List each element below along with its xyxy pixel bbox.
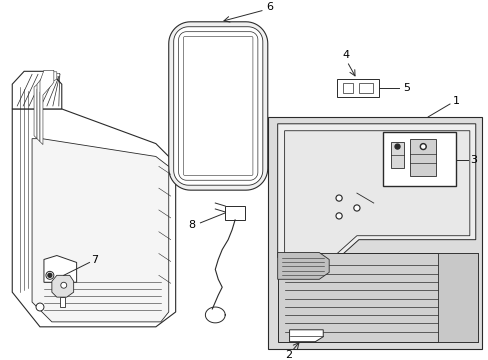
Polygon shape xyxy=(40,70,54,145)
Text: 8: 8 xyxy=(188,220,195,230)
Polygon shape xyxy=(390,141,404,168)
Polygon shape xyxy=(168,22,267,190)
Circle shape xyxy=(419,144,426,149)
Polygon shape xyxy=(32,139,168,322)
Polygon shape xyxy=(60,297,64,307)
Polygon shape xyxy=(52,275,74,297)
Text: 5: 5 xyxy=(402,83,409,93)
Circle shape xyxy=(335,195,341,201)
Polygon shape xyxy=(284,131,469,253)
Polygon shape xyxy=(358,83,372,93)
Circle shape xyxy=(335,213,341,219)
Circle shape xyxy=(46,271,54,279)
Polygon shape xyxy=(44,256,77,282)
Circle shape xyxy=(421,145,424,148)
Polygon shape xyxy=(34,73,60,139)
Text: 4: 4 xyxy=(342,50,349,60)
Circle shape xyxy=(354,206,358,210)
Circle shape xyxy=(337,214,340,218)
Polygon shape xyxy=(173,27,262,185)
Text: 7: 7 xyxy=(91,256,98,265)
Polygon shape xyxy=(225,206,244,220)
Text: 6: 6 xyxy=(265,2,273,12)
Polygon shape xyxy=(336,79,378,97)
Circle shape xyxy=(36,303,44,311)
Polygon shape xyxy=(343,83,352,93)
Polygon shape xyxy=(178,32,257,180)
Circle shape xyxy=(48,273,52,277)
Circle shape xyxy=(394,144,399,149)
Polygon shape xyxy=(277,124,475,257)
Text: 2: 2 xyxy=(285,350,291,360)
Polygon shape xyxy=(12,71,61,109)
Text: 1: 1 xyxy=(451,96,459,106)
Polygon shape xyxy=(437,253,477,342)
Polygon shape xyxy=(277,253,328,279)
Circle shape xyxy=(61,282,66,288)
Text: 3: 3 xyxy=(469,156,476,166)
Polygon shape xyxy=(267,117,481,348)
Circle shape xyxy=(353,205,359,211)
Polygon shape xyxy=(12,109,175,327)
Polygon shape xyxy=(183,37,252,175)
Polygon shape xyxy=(409,139,435,176)
Polygon shape xyxy=(277,253,477,342)
Polygon shape xyxy=(37,72,57,141)
Circle shape xyxy=(337,196,340,200)
Polygon shape xyxy=(382,132,455,186)
Polygon shape xyxy=(289,330,323,342)
